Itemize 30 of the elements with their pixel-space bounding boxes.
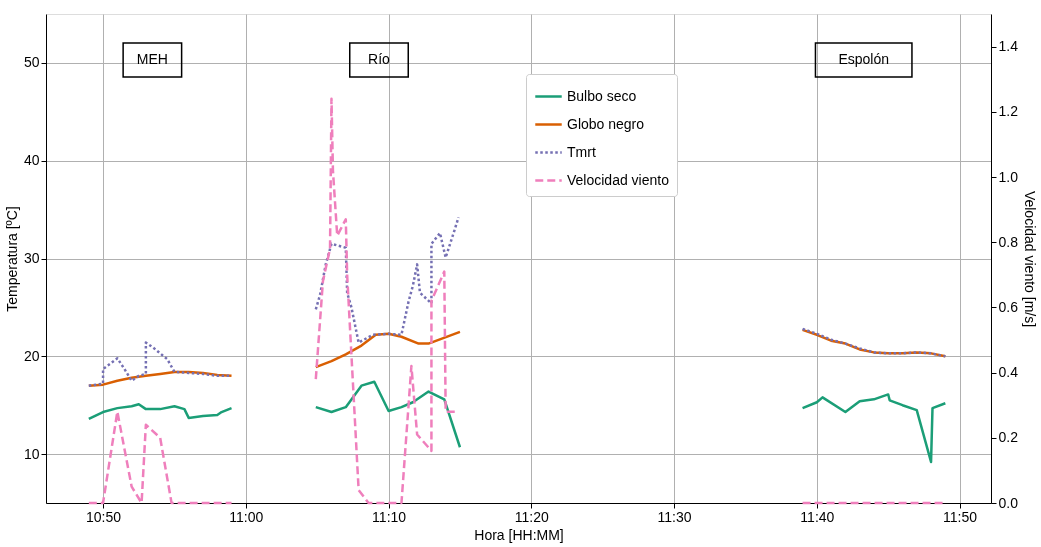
y-axis-title: Temperatura [ºC]	[3, 206, 20, 312]
y2-tick-label: 1.2	[998, 103, 1019, 120]
legend-label: Velocidad viento	[567, 171, 670, 188]
x-tick-label: 11:10	[372, 508, 407, 525]
annotation: Espolón	[838, 51, 889, 67]
y2-tick-label: 0.8	[998, 233, 1019, 250]
x-tick-label: 11:20	[514, 508, 550, 525]
legend-label: Tmrt	[567, 143, 596, 160]
annotation: MEH	[136, 51, 168, 67]
x-tick-label: 11:40	[800, 508, 835, 525]
y2-tick-label: 1.0	[998, 168, 1019, 185]
y2-tick-label: 0.0	[998, 494, 1019, 511]
y-tick-label: 10	[23, 445, 40, 462]
y2-tick-label: 1.4	[998, 38, 1019, 55]
y-tick-label: 40	[23, 152, 40, 169]
legend-label: Bulbo seco	[567, 87, 637, 104]
x-tick-label: 11:50	[943, 508, 978, 525]
y2-tick-label: 0.2	[998, 429, 1019, 446]
y2-tick-label: 0.4	[998, 364, 1019, 381]
x-tick-label: 10:50	[86, 508, 122, 525]
y-tick-label: 50	[23, 54, 40, 71]
x-tick-label: 11:00	[229, 508, 264, 525]
x-tick-label: 11:30	[657, 508, 692, 525]
x-axis-title: Hora [HH:MM]	[474, 526, 564, 543]
y2-axis-title: Velocidad viento [m/s]	[1021, 190, 1038, 328]
y2-tick-label: 0.6	[998, 298, 1019, 315]
legend-label: Globo negro	[567, 115, 645, 132]
y-tick-label: 20	[23, 347, 40, 364]
y-tick-label: 30	[23, 250, 40, 266]
annotation: Río	[368, 51, 391, 67]
